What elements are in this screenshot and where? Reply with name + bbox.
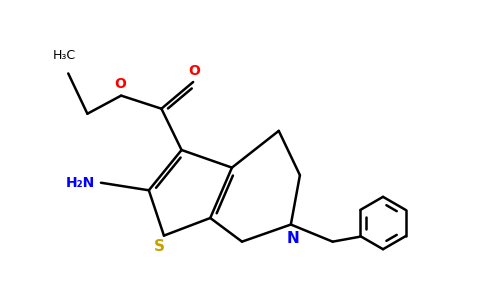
Text: O: O <box>114 76 126 91</box>
Text: H₃C: H₃C <box>53 50 76 62</box>
Text: N: N <box>287 231 300 246</box>
Text: H₂N: H₂N <box>66 176 95 190</box>
Text: O: O <box>189 64 200 78</box>
Text: S: S <box>153 239 165 254</box>
